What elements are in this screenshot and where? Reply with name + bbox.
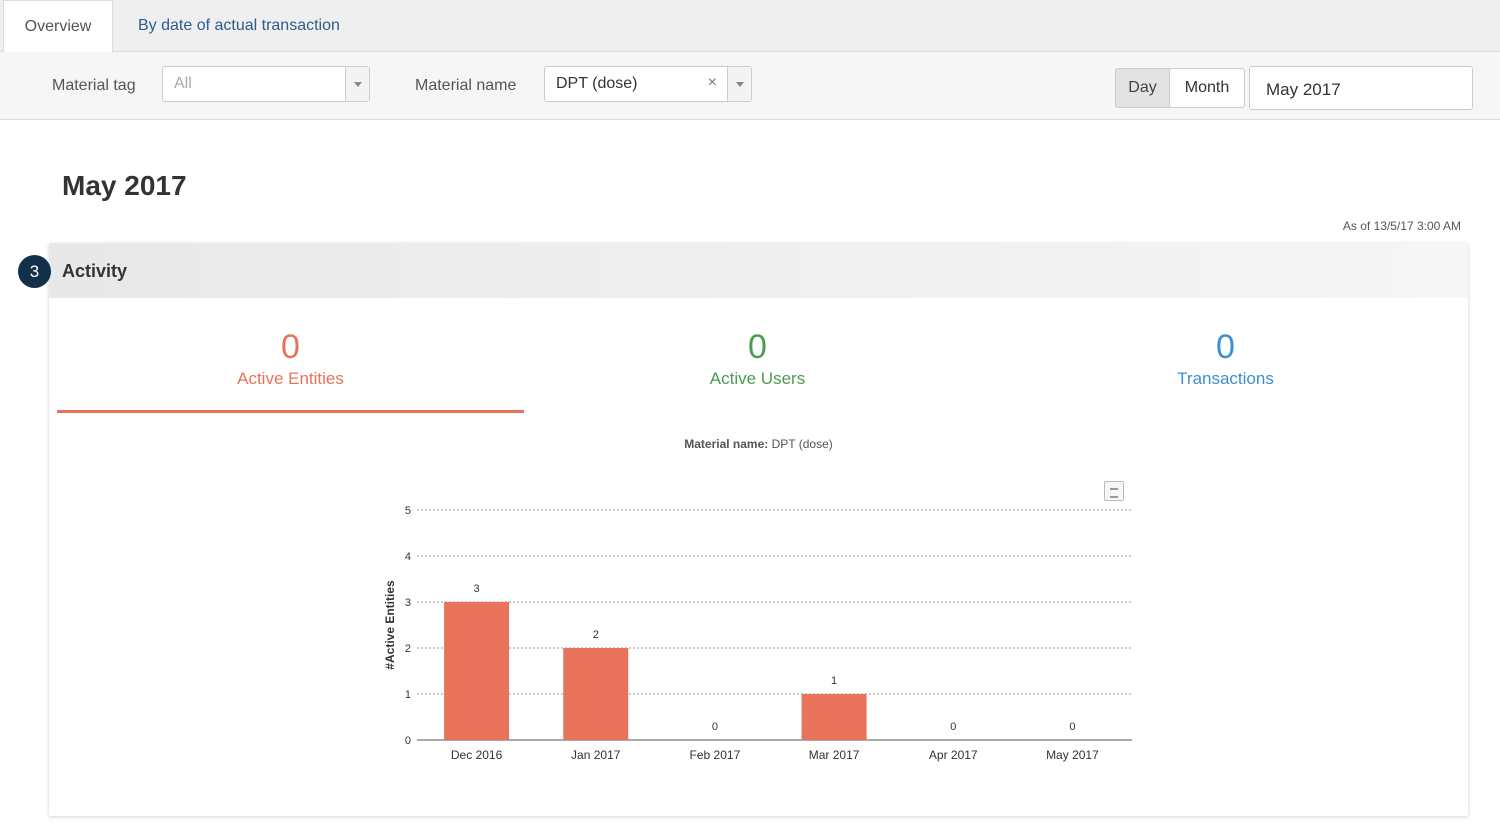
data-label: 3 [474,583,480,595]
step-number-badge: 3 [18,255,51,288]
bar [801,694,867,740]
x-tick-label: Dec 2016 [451,748,503,762]
chart-menu-icon[interactable] [1104,481,1124,501]
y-tick-label: 3 [405,597,411,609]
y-axis-title: #Active Entities [383,580,397,670]
transactions-count: 0 [1216,328,1235,366]
day-toggle-button[interactable]: Day [1115,68,1170,108]
y-tick-label: 2 [405,643,411,655]
data-label: 0 [950,721,956,733]
chart-caption-value: DPT (dose) [771,437,833,451]
y-tick-label: 0 [405,735,411,747]
active-users-label: Active Users [709,369,806,388]
tab-by-date-of-actual-transaction[interactable]: By date of actual transaction [138,17,340,34]
page-title: May 2017 [62,170,187,201]
filter-bar: Material tag All Material name DPT (dose… [0,52,1500,120]
x-tick-label: Mar 2017 [809,748,860,762]
active-users-count: 0 [748,328,767,366]
active-entities-stat[interactable]: 0 Active Entities [57,327,524,389]
period-date-input[interactable]: May 2017 [1249,66,1473,110]
material-tag-select[interactable]: All [162,66,370,102]
material-name-label: Material name [415,77,517,94]
activity-title: Activity [62,261,128,281]
activity-card: Activity 0 Active Entities 0 Active User… [49,243,1468,816]
x-tick-label: May 2017 [1046,748,1099,762]
as-of-timestamp: As of 13/5/17 3:00 AM [1342,219,1461,233]
chevron-down-icon[interactable] [727,67,751,101]
active-entities-count: 0 [281,328,300,366]
tab-bar: Overview By date of actual transaction [0,0,1500,53]
x-tick-label: Apr 2017 [929,748,978,762]
chart-caption: Material name: DPT (dose) [49,437,1468,451]
y-tick-label: 4 [405,551,411,563]
active-tab-underline [57,410,524,413]
chevron-down-icon[interactable] [345,67,369,101]
active-entities-bar-chart: 0 1 2 3 4 5 3 Dec 2016 2 Jan 2017 0 Feb 2017 1 Mar 20… [383,505,1132,762]
material-tag-value: All [174,75,192,92]
data-label: 0 [1069,721,1075,733]
material-name-select[interactable]: DPT (dose) × [544,66,752,102]
data-label: 2 [593,629,599,641]
activity-card-header: Activity [49,243,1468,298]
material-name-value: DPT (dose) [556,75,638,92]
data-label: 0 [712,721,718,733]
bar [444,602,510,740]
transactions-label: Transactions [1177,369,1274,388]
transactions-stat[interactable]: 0 Transactions [992,327,1459,389]
y-tick-label: 1 [405,689,411,701]
data-label: 1 [831,675,837,687]
chart-caption-key: Material name: [684,437,769,451]
month-toggle-button[interactable]: Month [1169,68,1245,108]
clear-icon[interactable]: × [707,74,717,91]
tab-overview[interactable]: Overview [3,0,113,53]
x-tick-label: Jan 2017 [571,748,621,762]
active-entities-label: Active Entities [237,369,344,388]
y-tick-label: 5 [405,505,411,517]
x-tick-label: Feb 2017 [690,748,741,762]
bar [563,648,629,740]
active-users-stat[interactable]: 0 Active Users [524,327,991,389]
material-tag-label: Material tag [52,77,136,94]
